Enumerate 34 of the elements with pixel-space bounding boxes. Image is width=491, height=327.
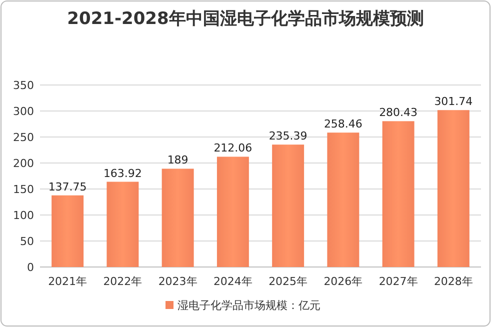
y-tick-label: 200 xyxy=(13,157,34,170)
bar xyxy=(162,168,194,267)
y-tick-label: 150 xyxy=(13,183,34,196)
data-label: 280.43 xyxy=(379,106,418,120)
bar xyxy=(216,156,249,267)
data-label: 163.92 xyxy=(103,166,142,180)
x-tick-label: 2024年 xyxy=(213,275,252,288)
x-tick-label: 2022年 xyxy=(103,275,142,288)
bar xyxy=(272,144,304,267)
x-tick-label: 2026年 xyxy=(324,275,363,288)
x-tick-label: 2021年 xyxy=(48,275,88,288)
x-tick-label: 2023年 xyxy=(158,275,198,288)
data-label: 235.39 xyxy=(268,130,308,143)
y-tick-label: 300 xyxy=(13,105,34,118)
bar xyxy=(382,121,414,267)
y-tick-label: 100 xyxy=(13,209,34,222)
y-tick-label: 250 xyxy=(13,131,34,144)
bar xyxy=(52,195,84,267)
bar xyxy=(327,132,360,267)
data-label: 189 xyxy=(167,154,188,167)
data-label: 301.74 xyxy=(434,95,473,108)
data-label: 258.46 xyxy=(324,118,362,131)
y-tick-label: 50 xyxy=(20,235,34,248)
legend-label: 湿电子化学品市场规模：亿元 xyxy=(178,299,320,312)
x-tick-label: 2028年 xyxy=(434,275,473,288)
bar xyxy=(106,182,139,267)
data-label: 137.75 xyxy=(48,180,87,194)
y-tick-label: 0 xyxy=(27,261,34,274)
data-label: 212.06 xyxy=(214,142,252,155)
chart-title: 2021-2028年中国湿电子化学品市场规模预测 xyxy=(67,9,424,29)
x-tick-label: 2027年 xyxy=(378,275,418,288)
x-tick-label: 2025年 xyxy=(268,275,308,288)
y-tick-label: 350 xyxy=(13,79,34,92)
bar xyxy=(437,110,470,267)
